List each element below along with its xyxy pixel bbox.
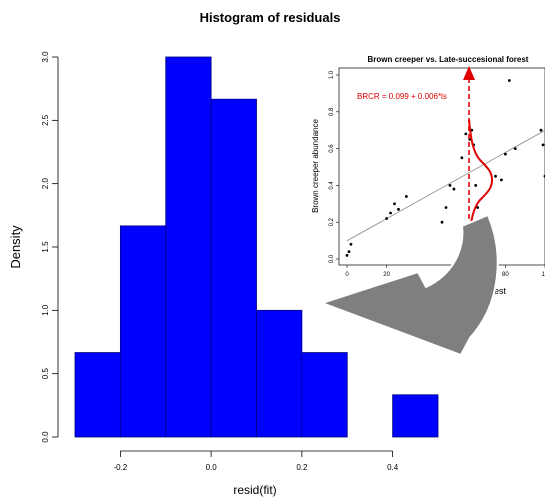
inset-point: [541, 143, 545, 147]
inset-point: [500, 178, 503, 182]
histogram-y-tick-label: 0.5: [41, 368, 50, 380]
inset-point: [452, 187, 456, 191]
inset-equation: BRCR = 0.099 + 0.006*ls: [357, 92, 447, 101]
histogram-plot: Histogram of residuals 0.0 0.5 1.0 1.5 2.0 2.…: [8, 10, 439, 497]
inset-point: [347, 250, 351, 254]
histogram-bars: [74, 56, 439, 438]
inset-point: [389, 211, 392, 215]
inset-point: [440, 220, 444, 224]
inset-point: [539, 128, 543, 132]
histogram-bar-1: [119, 225, 167, 438]
inset-y-tick-label: 0.0: [329, 254, 335, 263]
histogram-y-tick-label: 3.0: [41, 51, 50, 63]
histogram-title: Histogram of residuals: [200, 10, 341, 25]
inset-point: [513, 147, 517, 151]
inset-point: [504, 152, 507, 156]
histogram-y-tick-label: 0.0: [41, 431, 50, 443]
inset-point: [349, 242, 353, 246]
inset-point: [405, 195, 408, 198]
normal-curve: [468, 119, 494, 241]
inset-x-tick-label: 80: [502, 272, 509, 278]
inset-y-label: Brown creeper abundance: [311, 119, 320, 213]
inset-point: [507, 79, 511, 82]
inset-background: [304, 48, 545, 288]
histogram-bar-3: [210, 98, 257, 438]
histogram-bar-4: [256, 309, 303, 438]
inset-point: [444, 206, 448, 209]
inset-x-tick-label: 10: [542, 272, 545, 278]
inset-x-tick-label: 20: [383, 272, 390, 278]
inset-point: [385, 217, 388, 220]
histogram-bar-2: [165, 56, 212, 438]
inset-y-axis: 0.0 0.2 0.4 0.6 0.8 1.0: [329, 70, 339, 263]
histogram-x-label: resid(fit): [233, 483, 276, 497]
histogram-bar-0: [74, 352, 121, 438]
inset-title: Brown creeper vs. Late-succesional fores…: [368, 55, 529, 64]
inset-regression-line: [346, 130, 545, 242]
histogram-y-tick-label: 2.0: [41, 178, 50, 190]
inset-y-tick-label: 1.0: [329, 70, 335, 79]
inset-y-tick-label: 0.4: [329, 181, 335, 190]
histogram-y-tick-label: 1.5: [41, 241, 50, 253]
histogram-x-axis: -0.2 0.0 0.2 0.4: [113, 450, 399, 472]
histogram-x-tick-label: 0.0: [206, 463, 218, 472]
inset-point: [474, 184, 478, 187]
histogram-y-tick-label: 1.0: [41, 304, 50, 316]
histogram-y-label: Density: [8, 225, 23, 269]
inset-point: [393, 202, 396, 206]
up-arrowhead-icon: [463, 66, 475, 80]
histogram-y-axis: 0.0 0.5 1.0 1.5 2.0 2.5 3.0: [41, 51, 59, 443]
inset-plot-frame: [338, 67, 545, 266]
inset-y-tick-label: 0.8: [329, 107, 335, 116]
inset-point: [345, 253, 349, 257]
inset-x-tick-label: 0: [345, 272, 349, 278]
inset-y-tick-label: 0.6: [329, 144, 335, 153]
histogram-bar-5: [301, 352, 348, 438]
inset-y-tick-label: 0.2: [329, 217, 335, 226]
inset-point: [460, 156, 464, 160]
histogram-x-tick-label: -0.2: [113, 463, 127, 472]
histogram-x-tick-label: 0.4: [387, 463, 399, 472]
inset-point: [494, 174, 497, 178]
inset-point: [464, 132, 468, 136]
inset-point: [476, 206, 480, 209]
histogram-bar-7: [392, 394, 439, 438]
inset-scatter-plot: Brown creeper vs. Late-succesional fores…: [304, 48, 545, 296]
inset-x-label-fragment: rest: [491, 286, 507, 296]
curved-arrow-icon: [318, 213, 499, 357]
inset-point: [397, 207, 400, 211]
histogram-y-tick-label: 2.5: [41, 114, 50, 126]
inset-point: [448, 184, 452, 187]
histogram-x-tick-label: 0.2: [296, 463, 308, 472]
